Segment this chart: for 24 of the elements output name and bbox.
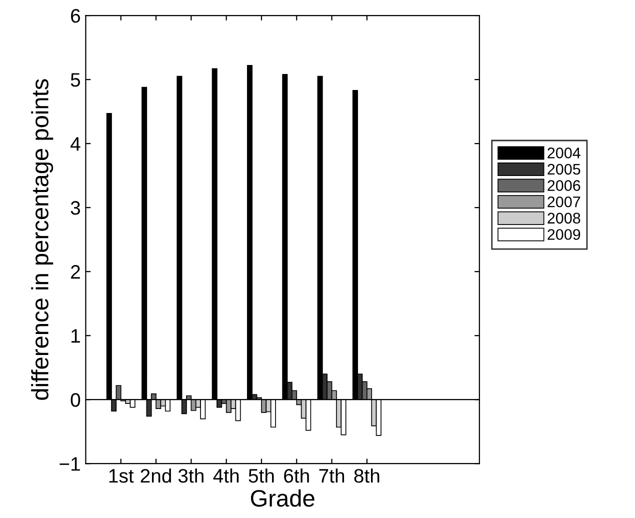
x-tick-label: 7th — [319, 468, 344, 483]
x-tick-label: 4th — [213, 468, 239, 483]
y-tick-label: 1 — [72, 329, 80, 343]
legend-label: 2008 — [548, 212, 580, 224]
x-tick-label: 5th — [248, 468, 274, 483]
x-tick-label: 6th — [284, 468, 309, 483]
y-tick-label: 3 — [70, 201, 80, 215]
y-tick-label: 4 — [70, 137, 80, 151]
y-tick-label: 6 — [71, 9, 80, 23]
x-tick-label: 8th — [354, 468, 380, 483]
legend-label: 2006 — [548, 180, 580, 191]
y-tick-label: 0 — [70, 393, 80, 407]
x-axis-title: Grade — [250, 489, 314, 507]
legend-label: 2007 — [548, 196, 580, 208]
y-tick-label: 2 — [71, 265, 80, 279]
x-tick-label: 1st — [109, 469, 134, 483]
legend-label: 2009 — [548, 229, 580, 240]
x-tick-label: 2nd — [140, 468, 171, 483]
y-axis-title: difference in percentage points — [31, 79, 54, 400]
y-tick-label: 5 — [70, 73, 80, 87]
legend-label: 2004 — [548, 148, 580, 158]
legend-label: 2005 — [548, 164, 580, 175]
y-tick-label: −1 — [60, 457, 80, 471]
x-tick-label: 3th — [178, 468, 204, 483]
